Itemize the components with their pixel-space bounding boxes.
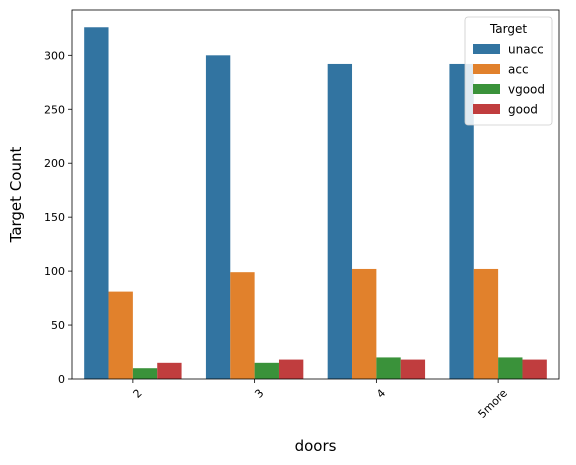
y-tick-label: 300: [44, 49, 65, 62]
y-tick-label: 100: [44, 265, 65, 278]
x-tick-label: 4: [374, 387, 388, 401]
y-tick-label: 250: [44, 103, 65, 116]
y-axis-title: Target Count: [7, 147, 25, 244]
x-tick-label: 3: [252, 387, 266, 401]
bar-vgood-2: [132, 368, 158, 379]
bar-vgood-4: [376, 357, 401, 379]
bar-vgood-3: [254, 362, 279, 379]
legend-label-vgood: vgood: [508, 83, 545, 97]
bar-vgood-5more: [498, 357, 523, 379]
x-tick-label: 2: [131, 387, 145, 401]
bar-unacc-3: [205, 55, 231, 379]
bar-acc-2: [108, 291, 133, 379]
legend: Target unacc acc vgood good: [464, 16, 553, 126]
x-axis: 2 3 4 5more: [131, 379, 510, 421]
bar-good-5more: [522, 359, 547, 379]
bar-unacc-4: [327, 63, 353, 380]
legend-swatch-vgood: [473, 84, 500, 94]
legend-label-good: good: [508, 103, 538, 117]
legend-title: Target: [489, 22, 527, 36]
legend-label-acc: acc: [508, 63, 529, 77]
legend-swatch-acc: [473, 64, 500, 74]
y-tick-label: 200: [44, 157, 65, 170]
bar-unacc-2: [84, 27, 109, 380]
x-tick-label: 5more: [476, 386, 510, 420]
legend-label-unacc: unacc: [508, 43, 544, 57]
y-tick-label: 50: [51, 319, 65, 332]
plot-frame: [71, 9, 560, 380]
bar-good-4: [400, 359, 426, 379]
bar-good-3: [278, 359, 304, 379]
legend-swatch-unacc: [473, 44, 500, 54]
legend-swatch-good: [473, 104, 500, 114]
bar-acc-4: [352, 268, 377, 379]
y-tick-label: 150: [44, 211, 65, 224]
y-tick-label: 0: [58, 373, 65, 386]
y-axis: 0 50 100 150 200 250 300: [44, 49, 72, 386]
x-axis-title: doors: [295, 437, 337, 455]
bar-acc-5more: [473, 268, 499, 379]
bar-good-2: [157, 362, 182, 379]
bar-acc-3: [230, 272, 255, 379]
